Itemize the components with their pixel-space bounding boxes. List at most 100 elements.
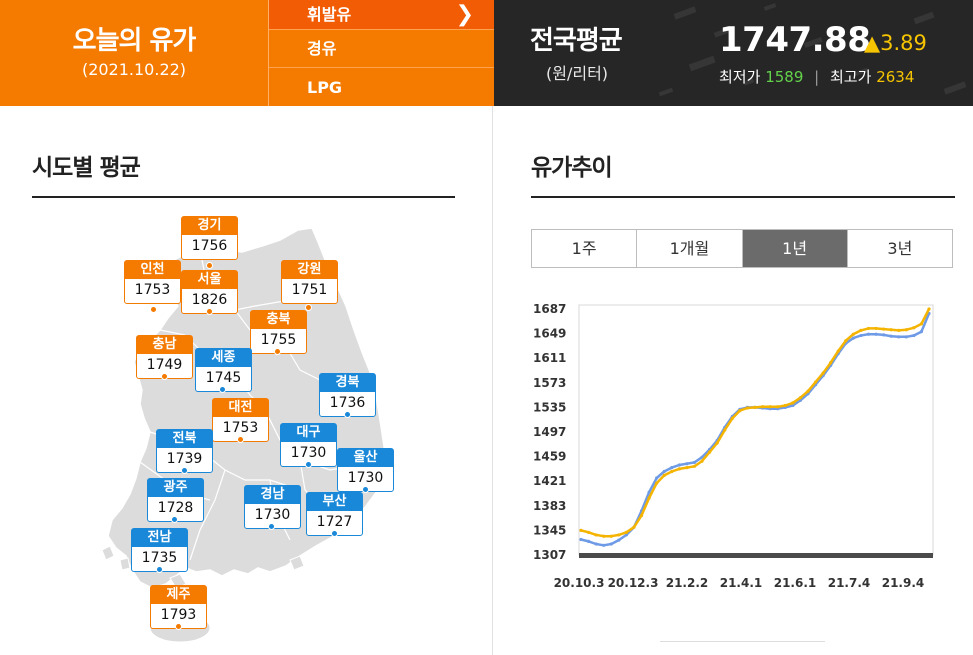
- region-badge-busan[interactable]: 부산 1727: [306, 492, 363, 536]
- x-tick-label: 20.12.3: [608, 576, 659, 590]
- region-dot: [150, 306, 157, 313]
- plot-frame: [578, 304, 934, 556]
- tab-1-week[interactable]: 1주: [532, 230, 638, 267]
- x-tick-label: 21.2.2: [666, 576, 709, 590]
- min-price-value: 1589: [765, 68, 804, 86]
- series-point: [753, 405, 757, 409]
- series-point: [866, 332, 871, 336]
- series-point: [708, 450, 712, 454]
- region-badge-incheon[interactable]: 인천 1753: [124, 260, 181, 304]
- series-point: [647, 490, 651, 494]
- series-point: [670, 469, 674, 474]
- tab-3-years[interactable]: 3년: [887, 239, 913, 258]
- x-axis-bar: [579, 553, 933, 558]
- series-point: [609, 534, 613, 538]
- y-tick-label: 1307: [533, 548, 566, 562]
- series-point: [670, 466, 674, 470]
- series-point: [624, 530, 628, 534]
- region-badge-jeonbuk[interactable]: 전북 1739: [156, 429, 213, 473]
- region-dot: [219, 386, 226, 393]
- region-badge-daegu[interactable]: 대구 1730: [280, 423, 337, 467]
- series-point: [783, 403, 787, 408]
- series-point: [919, 322, 924, 326]
- series-point: [692, 460, 697, 465]
- series-point: [919, 330, 924, 334]
- series-point: [700, 459, 704, 463]
- series-point: [859, 328, 863, 332]
- series-point: [602, 543, 606, 547]
- region-badge-daejeon[interactable]: 대전 1753: [212, 398, 269, 442]
- series-point: [821, 371, 825, 375]
- region-badge-gyeonggi[interactable]: 경기 1756: [181, 216, 238, 260]
- series-point: [579, 537, 583, 542]
- series-point: [851, 336, 855, 340]
- series-point: [579, 528, 583, 532]
- region-badge-jeonnam[interactable]: 전남 1735: [131, 528, 188, 572]
- series-point: [602, 534, 606, 538]
- series-point: [859, 333, 863, 338]
- fuel-type-menu: 휘발유 ❯ 경유 LPG: [268, 0, 494, 106]
- max-price-label: 최고가: [830, 68, 872, 86]
- series-point: [791, 401, 795, 405]
- tab-1-month[interactable]: 1개월: [637, 230, 743, 267]
- footer-divider: [660, 641, 825, 642]
- section-underline: [531, 196, 955, 198]
- region-badge-gyeongnam[interactable]: 경남 1730: [244, 485, 301, 529]
- series-point: [836, 349, 840, 353]
- series-point: [829, 361, 833, 365]
- section-underline: [32, 196, 455, 198]
- price-trend-chart-svg: 1687 1649 1611 1573 1535 1497 1459 1421 1383 1345…: [533, 302, 934, 590]
- series-point: [677, 463, 681, 467]
- region-badge-gyeongbuk[interactable]: 경북 1736: [319, 373, 376, 417]
- series-point: [632, 525, 636, 529]
- region-badge-seoul[interactable]: 서울 1826: [181, 270, 238, 314]
- series-point: [889, 328, 893, 332]
- series-point: [685, 466, 689, 470]
- x-tick-label: 21.6.1: [774, 576, 817, 590]
- series-point: [760, 405, 765, 409]
- region-badge-gangwon[interactable]: 강원 1751: [281, 260, 338, 304]
- x-tick-label: 21.7.4: [828, 576, 871, 590]
- series-point: [685, 462, 689, 466]
- y-tick-label: 1687: [533, 302, 566, 316]
- series-point: [904, 328, 908, 332]
- region-dot: [305, 304, 312, 311]
- today-oil-price-panel: 오늘의 유가 (2021.10.22): [0, 0, 268, 106]
- region-badge-chungnam[interactable]: 충남 1749: [136, 335, 193, 379]
- price-trend-title: 유가추이: [531, 155, 613, 181]
- series-point: [715, 441, 719, 445]
- region-badge-jeju[interactable]: 제주 1793: [150, 585, 207, 629]
- page-title: 오늘의 유가: [72, 26, 197, 56]
- region-dot: [161, 373, 168, 380]
- tab-1-year[interactable]: 1년: [742, 230, 848, 267]
- y-tick-label: 1649: [533, 327, 566, 341]
- series-point: [889, 334, 893, 338]
- series-point: [609, 542, 613, 546]
- fuel-tab-gasoline[interactable]: 휘발유 ❯: [269, 0, 494, 30]
- region-dot: [206, 262, 213, 269]
- fuel-tab-lpg[interactable]: LPG: [269, 68, 494, 106]
- price-change: ▲3.89: [864, 31, 927, 55]
- region-badge-ulsan[interactable]: 울산 1730: [337, 448, 394, 492]
- series-point: [904, 335, 908, 339]
- region-dot: [156, 566, 163, 573]
- series-line: [580, 308, 931, 538]
- series-point: [882, 327, 886, 331]
- series-point: [866, 326, 871, 331]
- series-point: [851, 332, 855, 336]
- series-point: [662, 473, 666, 477]
- series-point: [738, 409, 742, 413]
- region-dot: [362, 486, 369, 493]
- region-badge-chungbuk[interactable]: 충북 1755: [250, 310, 307, 354]
- y-tick-label: 1573: [533, 376, 566, 390]
- region-dot: [344, 411, 351, 418]
- national-average-title: 전국평균: [530, 26, 623, 56]
- region-badge-gwangju[interactable]: 광주 1728: [147, 478, 204, 522]
- series-point: [874, 332, 878, 336]
- price-trend-chart: 1687 1649 1611 1573 1535 1497 1459 1421 1383 1345…: [531, 295, 953, 595]
- region-dot: [274, 348, 281, 355]
- region-badge-sejong[interactable]: 세종 1745: [195, 348, 252, 392]
- series-point: [655, 476, 659, 480]
- max-price-value: 2634: [876, 68, 915, 86]
- fuel-tab-diesel[interactable]: 경유: [269, 30, 494, 68]
